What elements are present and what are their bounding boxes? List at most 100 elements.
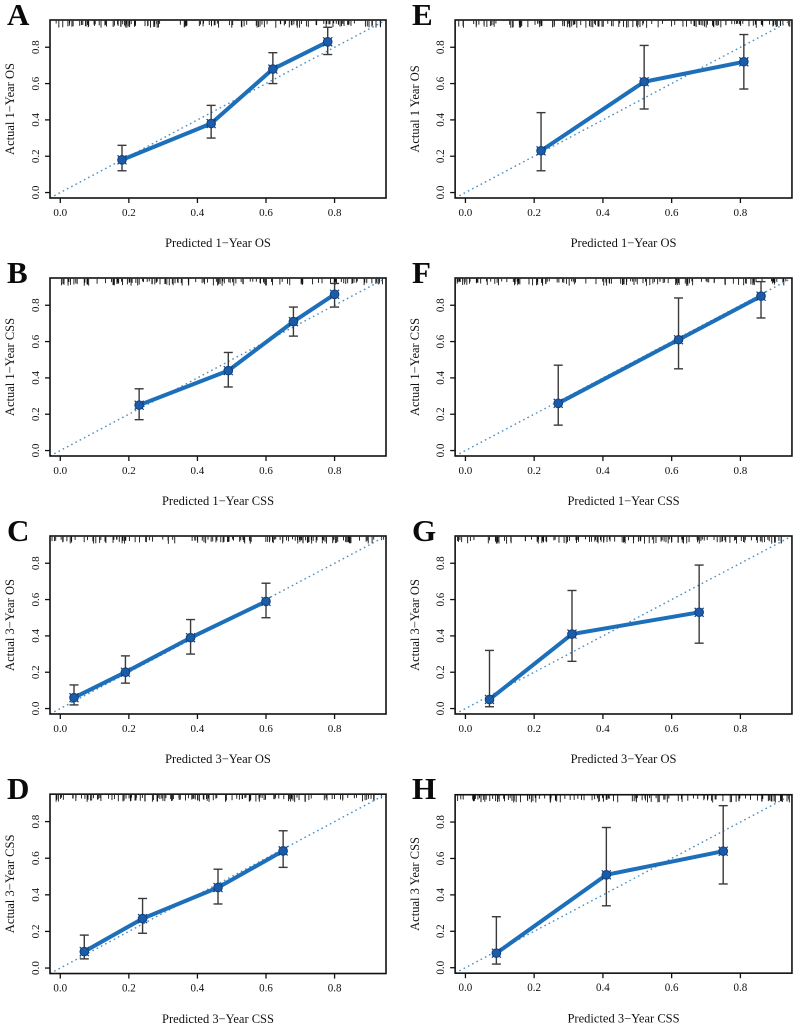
svg-text:Predicted 3−Year CSS: Predicted 3−Year CSS <box>567 1011 679 1025</box>
svg-text:0.6: 0.6 <box>259 983 273 995</box>
svg-text:0.4: 0.4 <box>435 113 447 127</box>
svg-text:0.4: 0.4 <box>191 465 205 477</box>
svg-text:0.8: 0.8 <box>328 207 342 219</box>
svg-text:0.6: 0.6 <box>259 465 273 477</box>
svg-text:0.6: 0.6 <box>259 723 273 735</box>
panel-label-E: E <box>412 0 433 32</box>
svg-text:0.8: 0.8 <box>734 207 748 219</box>
svg-text:0.2: 0.2 <box>30 149 42 163</box>
svg-text:0.4: 0.4 <box>30 629 42 643</box>
svg-text:0.8: 0.8 <box>435 298 447 312</box>
svg-text:0.6: 0.6 <box>30 334 42 348</box>
svg-text:0.6: 0.6 <box>665 207 679 219</box>
svg-text:0.8: 0.8 <box>734 723 748 735</box>
svg-text:0.4: 0.4 <box>191 207 205 219</box>
panel-E: 0.0 0.2 0.4 0.6 0.8 0.0 0.2 0.4 0.6 0.8 Predicted … <box>405 0 811 258</box>
svg-text:0.0: 0.0 <box>30 185 42 199</box>
svg-text:0.0: 0.0 <box>459 207 473 219</box>
svg-text:0.0: 0.0 <box>435 443 447 457</box>
svg-text:0.2: 0.2 <box>30 665 42 679</box>
svg-text:0.0: 0.0 <box>30 961 42 975</box>
svg-text:0.8: 0.8 <box>435 40 447 54</box>
svg-text:0.8: 0.8 <box>30 40 42 54</box>
panel-B: 0.0 0.2 0.4 0.6 0.8 0.0 0.2 0.4 0.6 0.8 Predicted … <box>0 255 405 516</box>
panel-label-H: H <box>412 771 437 806</box>
svg-text:0.2: 0.2 <box>30 925 42 939</box>
svg-text:0.6: 0.6 <box>665 723 679 735</box>
svg-text:Actual 1−Year CSS: Actual 1−Year CSS <box>3 318 17 416</box>
svg-text:0.6: 0.6 <box>665 982 679 994</box>
panel-label-C: C <box>7 513 30 548</box>
svg-text:0.4: 0.4 <box>596 723 610 735</box>
svg-text:0.6: 0.6 <box>30 76 42 90</box>
calibration-chart-G: 0.0 0.2 0.4 0.6 0.8 0.0 0.2 0.4 0.6 0.8 Predicted … <box>408 535 793 766</box>
svg-text:0.6: 0.6 <box>30 592 42 606</box>
panel-label-A: A <box>7 0 30 32</box>
panel-label-F: F <box>412 255 431 290</box>
panel-A: 0.0 0.2 0.4 0.6 0.8 0.0 0.2 0.4 0.6 0.8 Predicted … <box>0 0 405 258</box>
svg-text:Predicted 1−Year CSS: Predicted 1−Year CSS <box>567 494 679 508</box>
svg-text:0.2: 0.2 <box>435 924 447 938</box>
svg-text:Predicted 3−Year OS: Predicted 3−Year OS <box>165 752 271 766</box>
calibration-chart-A: 0.0 0.2 0.4 0.6 0.8 0.0 0.2 0.4 0.6 0.8 Predicted … <box>3 19 387 250</box>
svg-text:0.6: 0.6 <box>435 334 447 348</box>
svg-text:0.4: 0.4 <box>435 629 447 643</box>
svg-text:0.0: 0.0 <box>459 465 473 477</box>
calibration-chart-F: 0.0 0.2 0.4 0.6 0.8 0.0 0.2 0.4 0.6 0.8 Predicted … <box>408 277 793 508</box>
svg-text:0.8: 0.8 <box>30 556 42 570</box>
svg-text:0.8: 0.8 <box>30 298 42 312</box>
svg-text:0.4: 0.4 <box>30 887 42 901</box>
svg-text:0.4: 0.4 <box>30 371 42 385</box>
svg-text:0.0: 0.0 <box>53 207 67 219</box>
svg-text:0.2: 0.2 <box>527 465 541 477</box>
svg-text:Actual 1 Year OS: Actual 1 Year OS <box>408 65 422 152</box>
svg-text:0.8: 0.8 <box>328 465 342 477</box>
svg-text:0.2: 0.2 <box>122 723 136 735</box>
svg-text:0.0: 0.0 <box>53 465 67 477</box>
svg-text:0.0: 0.0 <box>53 983 67 995</box>
panel-label-G: G <box>412 513 437 548</box>
svg-text:Predicted 1−Year CSS: Predicted 1−Year CSS <box>162 494 274 508</box>
svg-text:Actual 3−Year OS: Actual 3−Year OS <box>408 579 422 671</box>
svg-text:0.0: 0.0 <box>459 723 473 735</box>
calibration-chart-B: 0.0 0.2 0.4 0.6 0.8 0.0 0.2 0.4 0.6 0.8 Predicted … <box>3 277 387 508</box>
svg-text:0.0: 0.0 <box>30 443 42 457</box>
svg-text:0.0: 0.0 <box>30 701 42 715</box>
svg-text:0.2: 0.2 <box>435 407 447 421</box>
svg-text:0.2: 0.2 <box>122 983 136 995</box>
svg-text:0.2: 0.2 <box>527 982 541 994</box>
calibration-chart-D: 0.0 0.2 0.4 0.6 0.8 0.0 0.2 0.4 0.6 0.8 Predicted … <box>3 793 387 1026</box>
svg-text:0.8: 0.8 <box>435 815 447 829</box>
svg-text:0.8: 0.8 <box>734 465 748 477</box>
svg-text:0.2: 0.2 <box>122 465 136 477</box>
svg-text:0.8: 0.8 <box>328 723 342 735</box>
panel-C: 0.0 0.2 0.4 0.6 0.8 0.0 0.2 0.4 0.6 0.8 Predicted … <box>0 513 405 774</box>
svg-text:Actual 1−Year OS: Actual 1−Year OS <box>3 63 17 155</box>
svg-text:Predicted 1−Year OS: Predicted 1−Year OS <box>571 236 677 250</box>
svg-text:Actual 3−Year OS: Actual 3−Year OS <box>3 579 17 671</box>
panel-label-D: D <box>7 771 30 806</box>
svg-text:0.6: 0.6 <box>435 851 447 865</box>
svg-text:0.0: 0.0 <box>435 185 447 199</box>
svg-text:0.4: 0.4 <box>435 888 447 902</box>
svg-text:0.2: 0.2 <box>527 723 541 735</box>
svg-text:Predicted 1−Year OS: Predicted 1−Year OS <box>165 236 271 250</box>
svg-text:0.4: 0.4 <box>191 723 205 735</box>
svg-text:Predicted 3−Year OS: Predicted 3−Year OS <box>571 752 677 766</box>
svg-text:0.0: 0.0 <box>435 701 447 715</box>
svg-text:0.2: 0.2 <box>30 407 42 421</box>
svg-text:Actual 1−Year CSS: Actual 1−Year CSS <box>408 318 422 416</box>
svg-text:0.6: 0.6 <box>30 851 42 865</box>
svg-text:0.2: 0.2 <box>527 207 541 219</box>
panel-D: 0.0 0.2 0.4 0.6 0.8 0.0 0.2 0.4 0.6 0.8 Predicted … <box>0 771 405 1034</box>
svg-text:0.6: 0.6 <box>435 76 447 90</box>
svg-text:Actual 3 Year CSS: Actual 3 Year CSS <box>408 837 422 931</box>
panel-G: 0.0 0.2 0.4 0.6 0.8 0.0 0.2 0.4 0.6 0.8 Predicted … <box>405 513 811 774</box>
svg-text:0.2: 0.2 <box>435 149 447 163</box>
svg-text:0.8: 0.8 <box>734 982 748 994</box>
svg-text:0.8: 0.8 <box>328 983 342 995</box>
svg-text:0.4: 0.4 <box>596 207 610 219</box>
svg-text:Predicted 3−Year CSS: Predicted 3−Year CSS <box>162 1012 274 1026</box>
svg-text:0.8: 0.8 <box>435 556 447 570</box>
